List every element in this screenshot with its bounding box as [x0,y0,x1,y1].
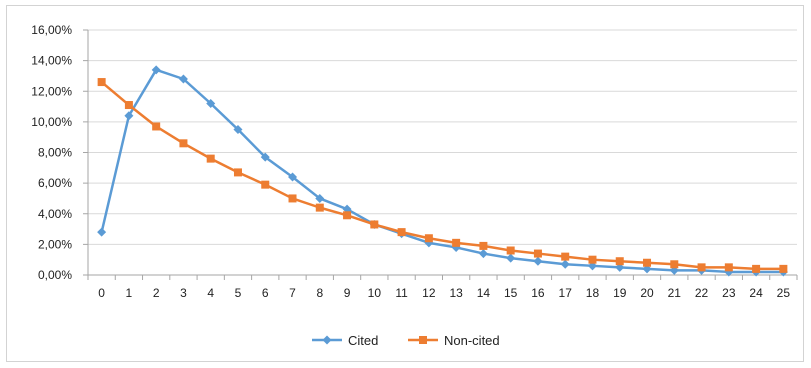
data-point-marker [506,253,516,263]
x-tick-label: 2 [153,286,160,300]
data-point-marker [233,168,242,177]
x-tick-label: 9 [344,286,351,300]
x-tick-label: 25 [777,286,791,300]
data-point-marker [533,256,543,266]
data-point-marker [397,228,406,237]
y-tick-label: 2,00% [38,237,72,251]
x-tick-label: 22 [695,286,709,300]
x-tick-label: 11 [395,286,408,300]
x-tick-label: 7 [289,286,296,300]
x-axis-tick-labels: 0 1 2 3 4 5 6 7 8 9 10 11 12 13 14 15 16 17 18 19 20 21 22 23 24… [98,286,790,300]
legend-marker [419,336,427,344]
data-point-marker [697,263,706,272]
x-tick-label: 18 [586,286,600,300]
data-point-marker [151,65,161,75]
data-point-marker [724,263,733,272]
legend-marker [322,335,332,345]
series-line-non-cited [100,81,784,271]
data-point-marker [478,249,488,259]
gridlines [88,29,797,245]
y-tick-label: 4,00% [38,207,72,221]
data-point-marker [643,258,652,267]
y-tick-label: 0,00% [38,268,72,282]
data-point-marker [261,180,270,189]
y-axis-tick-labels: 0,00% 2,00% 4,00% 6,00% 8,00% 10,00% 12,00% 14,… [31,23,72,282]
data-point-marker [370,220,379,229]
x-tick-label: 6 [262,286,269,300]
data-point-marker [561,252,570,261]
y-tick-label: 10,00% [31,115,72,129]
data-point-marker [424,234,433,243]
data-point-marker [343,211,352,220]
x-tick-label: 23 [722,286,736,300]
legend: Cited Non-cited [312,333,500,348]
data-point-marker [588,255,597,264]
data-point-marker [152,122,161,131]
x-tick-label: 24 [749,286,763,300]
data-point-marker [506,246,515,255]
data-point-marker [670,260,679,269]
data-point-marker [97,227,107,237]
data-point-marker [260,152,270,162]
x-tick-label: 20 [640,286,654,300]
series-line-cited [100,68,784,274]
data-point-marker [233,125,243,135]
series-non-cited [97,78,788,273]
legend-item-cited: Cited [312,333,378,348]
x-tick-label: 4 [207,286,214,300]
x-tick-label: 0 [98,286,105,300]
data-point-marker [315,193,325,203]
series-group [97,65,788,277]
data-point-marker [752,264,761,273]
data-point-marker [97,78,106,87]
data-point-marker [452,238,461,247]
data-point-marker [124,111,134,121]
data-point-marker [315,203,324,212]
y-tick-label: 12,00% [31,84,72,98]
y-tick-label: 8,00% [38,146,72,160]
data-point-marker [479,241,488,250]
x-tick-label: 17 [559,286,573,300]
x-tick-label: 13 [449,286,463,300]
x-tick-label: 14 [477,286,491,300]
x-tick-label: 19 [613,286,627,300]
data-point-marker [206,99,216,108]
data-point-marker [533,249,542,258]
x-tick-label: 1 [126,286,133,300]
x-tick-label: 3 [180,286,187,300]
x-tick-label: 12 [422,286,436,300]
y-tick-label: 16,00% [31,23,72,37]
data-point-marker [615,257,624,266]
x-tick-label: 21 [668,286,682,300]
data-point-marker [206,154,215,163]
data-point-marker [560,259,570,269]
legend-label: Non-cited [444,333,500,348]
y-tick-label: 6,00% [38,176,72,190]
y-tick-label: 14,00% [31,54,72,68]
data-point-marker [178,74,188,84]
legend-item-non-cited: Non-cited [408,333,500,348]
x-tick-label: 15 [504,286,518,300]
legend-label: Cited [348,333,378,348]
data-point-marker [288,172,298,182]
data-point-marker [124,101,133,110]
axes [83,29,798,280]
x-tick-label: 10 [368,286,382,300]
x-tick-label: 8 [316,286,323,300]
x-tick-label: 5 [235,286,242,300]
x-tick-label: 16 [531,286,545,300]
data-point-marker [288,194,297,203]
data-point-marker [179,139,188,148]
data-point-marker [779,264,788,273]
